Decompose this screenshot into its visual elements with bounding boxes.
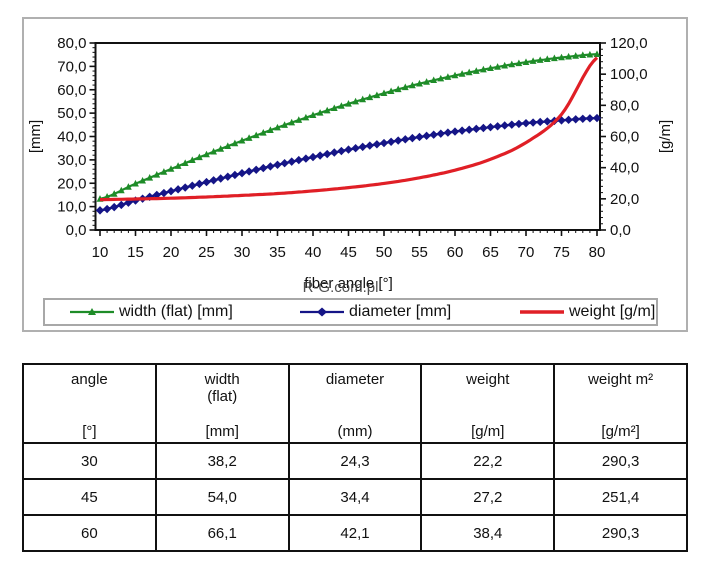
table-cell: 34,4 [287,478,423,516]
legend-item-weight: weight [g/m] [519,303,656,321]
svg-text:45: 45 [340,244,357,261]
svg-text:30: 30 [234,244,251,261]
table-cell: 22,2 [420,442,556,480]
svg-text:55: 55 [411,244,428,261]
table-cell: 27,2 [420,478,556,516]
table-cell: 24,3 [287,442,423,480]
column-header-angle: angle [°] [22,363,157,444]
legend-label-diameter: diameter [mm] [349,303,452,320]
table-cell: 60 [22,514,157,552]
svg-text:30,0: 30,0 [57,152,86,169]
table-header: angle [°] width (flat) [mm] diameter (m [22,363,688,444]
legend-marker-diameter-icon [299,306,345,318]
svg-text:70,0: 70,0 [57,58,86,75]
y-axis-right-title: [g/m] [657,120,674,153]
svg-text:20,0: 20,0 [610,191,639,208]
table-cell: 66,1 [154,514,290,552]
column-header-diameter: diameter (mm) [287,363,423,444]
svg-text:0,0: 0,0 [610,222,631,239]
svg-text:70: 70 [518,244,535,261]
table-row: 30 38,2 24,3 22,2 290,3 [22,442,688,480]
y-axis-left: 0,0 10,0 20,0 30,0 40,0 50,0 60,0 70,0 80,0 [57,35,96,239]
table-cell: 54,0 [154,478,290,516]
chart-panel: 0,0 10,0 20,0 30,0 40,0 50,0 60,0 70,0 80,0 0,0 20… [22,17,688,332]
svg-text:10,0: 10,0 [57,199,86,216]
legend-marker-width-flat-icon [69,306,115,318]
watermark-text: R-G.com.pl [303,279,379,296]
svg-text:40,0: 40,0 [57,129,86,146]
svg-text:75: 75 [553,244,570,261]
legend-item-diameter: diameter [mm] [299,303,519,321]
table-cell: 30 [22,442,157,480]
plot-border [94,42,601,231]
svg-text:10: 10 [92,244,109,261]
svg-text:0,0: 0,0 [66,222,87,239]
legend-marker-weight-icon [519,306,565,318]
legend-label-width-flat: width (flat) [mm] [119,303,233,320]
svg-text:20: 20 [163,244,180,261]
svg-text:120,0: 120,0 [610,35,648,52]
svg-text:60: 60 [447,244,464,261]
fiber-angle-chart: 0,0 10,0 20,0 30,0 40,0 50,0 60,0 70,0 80,0 0,0 20… [27,35,674,296]
svg-text:15: 15 [127,244,144,261]
legend-label-weight: weight [g/m] [569,303,656,320]
table-cell: 38,4 [420,514,556,552]
series-width-flat-mm- [96,50,601,202]
svg-text:80,0: 80,0 [610,97,639,114]
svg-text:50: 50 [376,244,393,261]
svg-text:80: 80 [589,244,606,261]
svg-text:40: 40 [305,244,322,261]
column-header-weight: weight [g/m] [420,363,556,444]
table-cell: 42,1 [287,514,423,552]
legend-item-width-flat: width (flat) [mm] [69,303,299,321]
x-axis: 10 15 20 25 30 35 40 45 50 55 60 65 70 75 80 [92,230,606,261]
table-cell: 45 [22,478,157,516]
svg-text:65: 65 [482,244,499,261]
svg-text:100,0: 100,0 [610,66,648,83]
svg-text:40,0: 40,0 [610,160,639,177]
series-diameter-mm- [95,113,602,215]
column-header-weight-m2: weight m² [g/m²] [553,363,688,444]
table-row: 45 54,0 34,4 27,2 251,4 [22,478,688,516]
svg-text:60,0: 60,0 [57,82,86,99]
table-cell: 290,3 [553,514,688,552]
svg-text:60,0: 60,0 [610,129,639,146]
column-header-width: width (flat) [mm] [154,363,290,444]
table-cell: 38,2 [154,442,290,480]
svg-text:50,0: 50,0 [57,105,86,122]
chart-legend: width (flat) [mm] diameter [mm] weight [… [43,298,658,326]
svg-text:20,0: 20,0 [57,175,86,192]
svg-text:35: 35 [269,244,286,261]
svg-text:25: 25 [198,244,215,261]
table-cell: 290,3 [553,442,688,480]
table-row: 60 66,1 42,1 38,4 290,3 [22,514,688,552]
table-cell: 251,4 [553,478,688,516]
svg-text:80,0: 80,0 [57,35,86,52]
y-axis-left-title: [mm] [27,120,44,153]
table-body: 30 38,2 24,3 22,2 290,3 45 54,0 34,4 27,2 251,4 60… [22,442,688,552]
x-axis-title: fiber angle [°] [304,275,393,292]
dimensions-table: angle [°] width (flat) [mm] diameter (m [22,363,688,552]
y-axis-right: 0,0 20,0 40,0 60,0 80,0 100,0 120,0 [600,35,648,239]
series-weight-g-m- [100,56,599,202]
